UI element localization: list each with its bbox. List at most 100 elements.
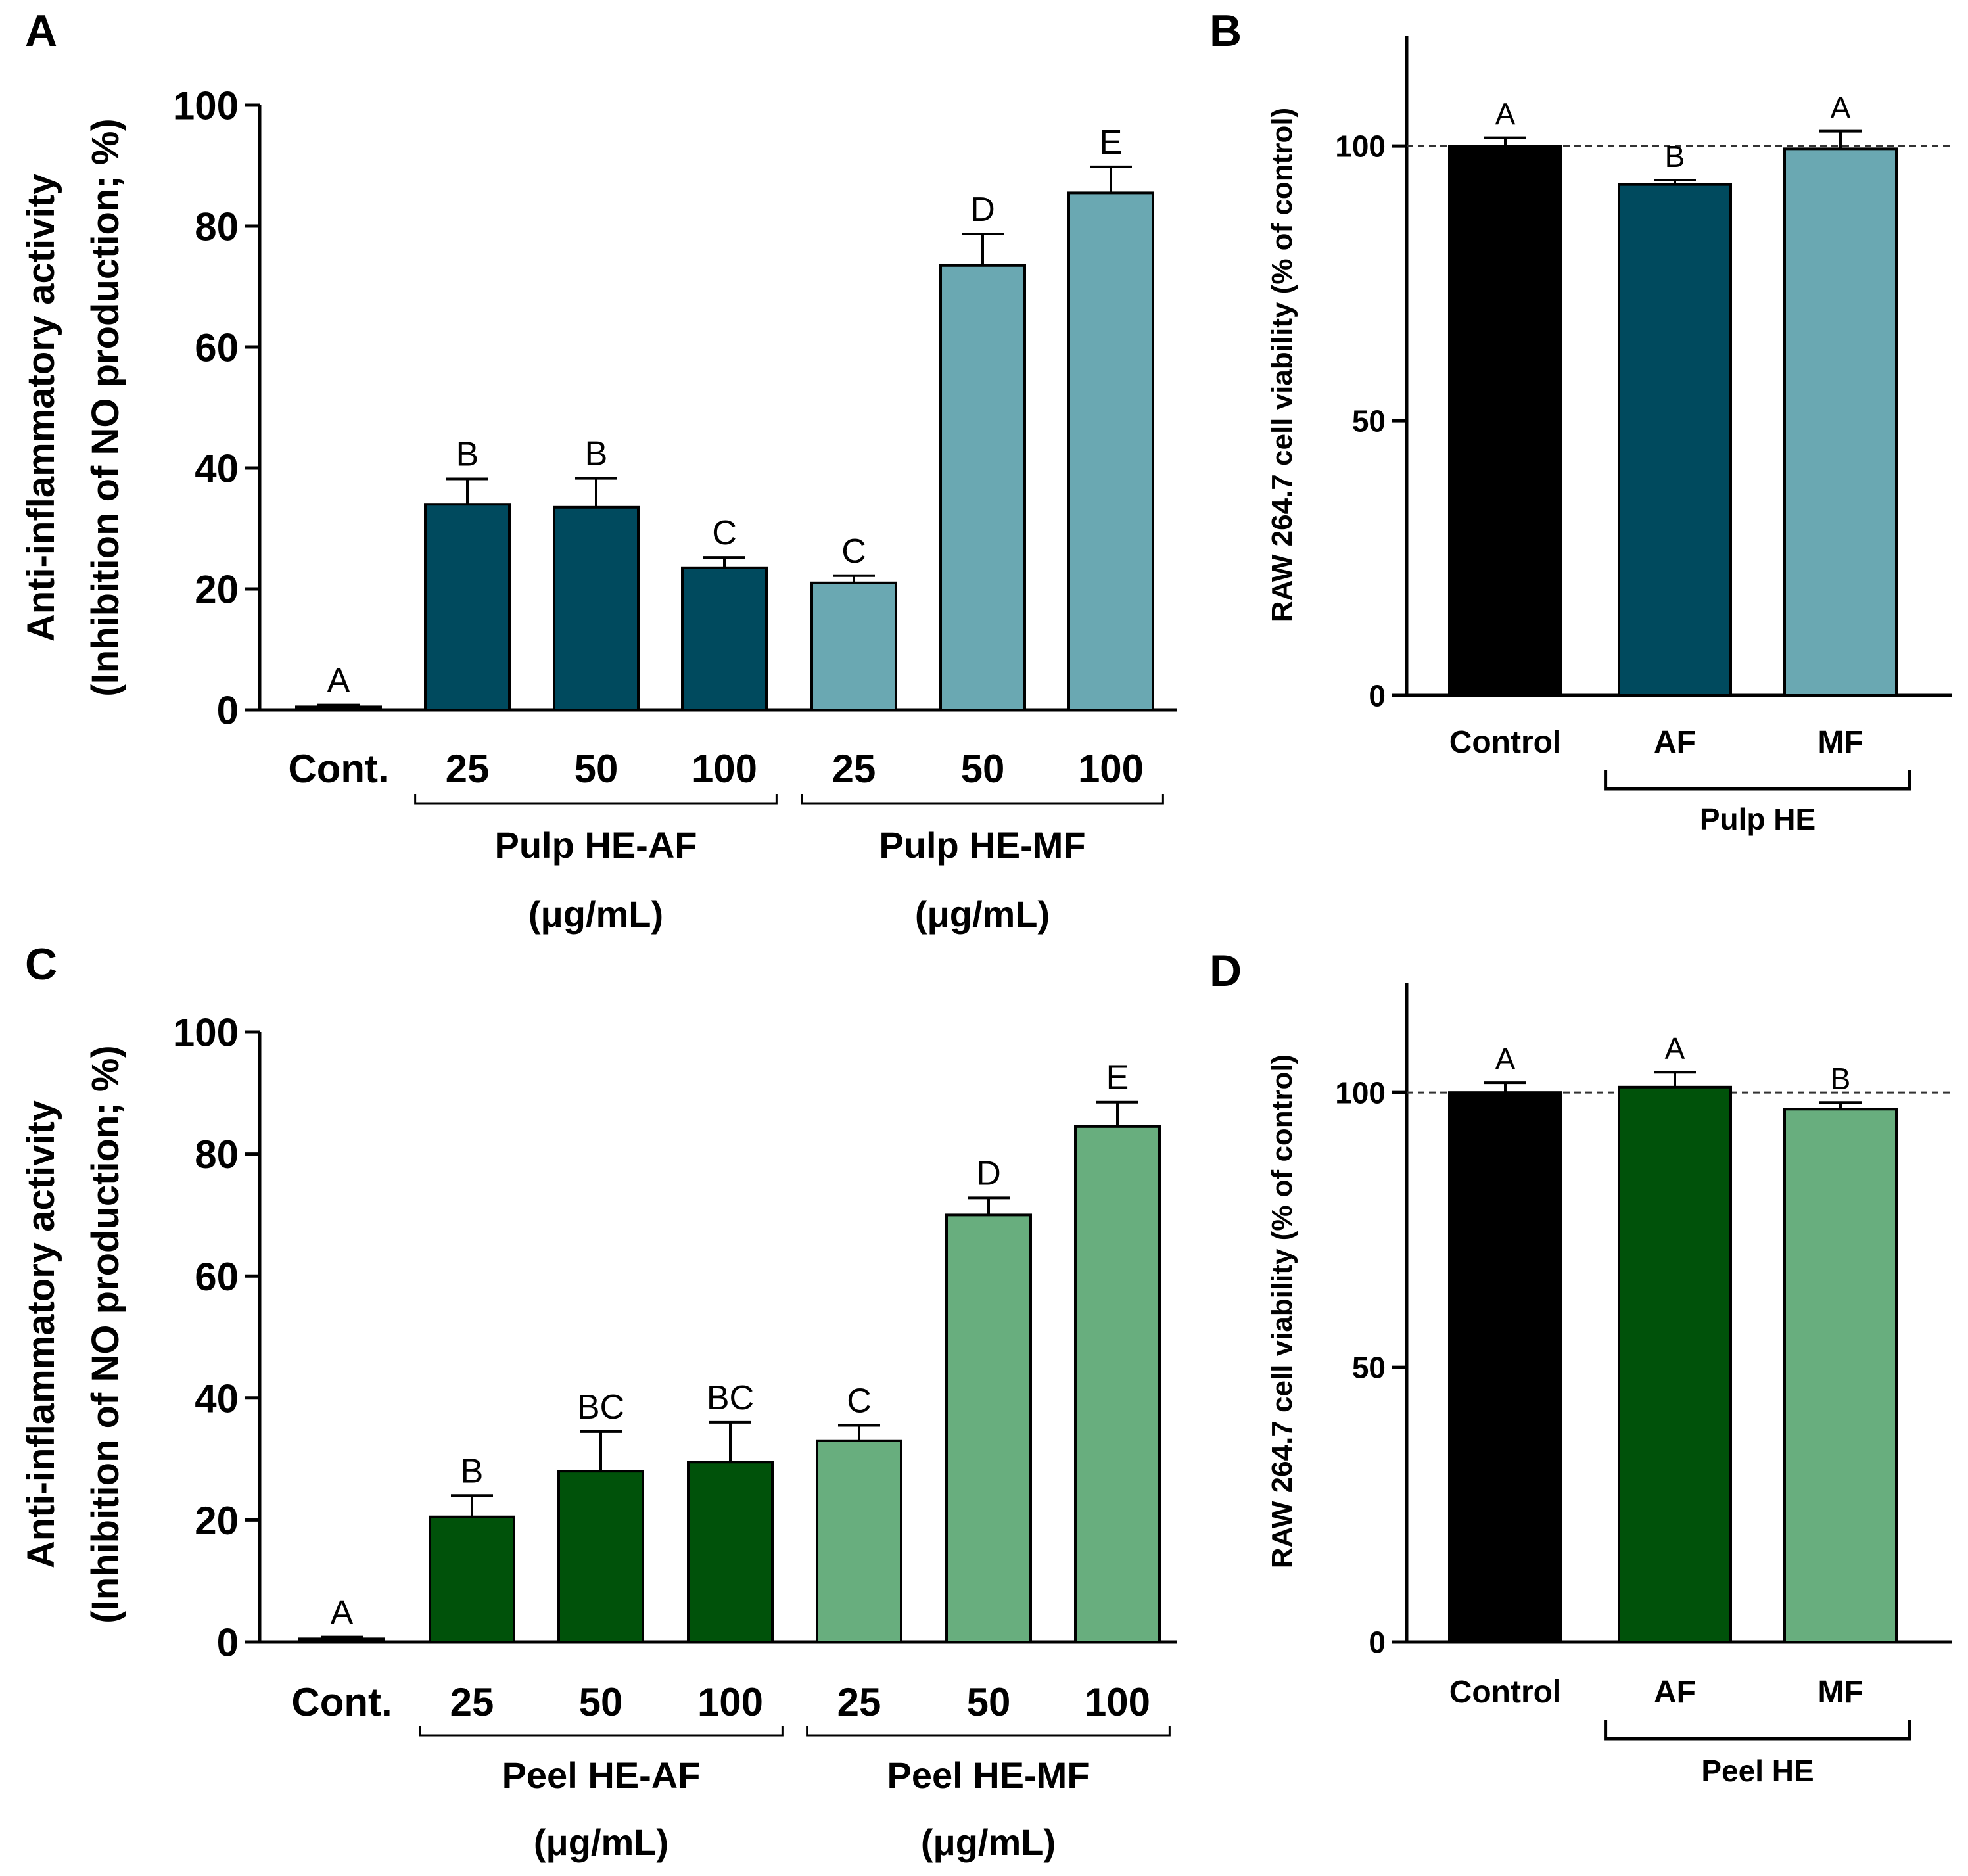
bar-c-0	[298, 1637, 385, 1644]
bar-a-4	[810, 581, 897, 711]
x-tick-label-b-1: AF	[1654, 725, 1696, 760]
group-label-b-0: Pulp HE	[1700, 802, 1816, 836]
bar-a-6	[1067, 191, 1154, 711]
y-tick-label-c: 20	[195, 1499, 239, 1543]
significance-letter-c-0: A	[331, 1594, 354, 1632]
bar-c-1	[429, 1515, 515, 1644]
y-tick-label-b: 0	[1369, 679, 1386, 713]
y-axis-title-b: RAW 264.7 cell viability (% of control)	[1266, 108, 1298, 622]
bar-c-6	[1074, 1125, 1161, 1643]
y-tick-label-c: 80	[195, 1133, 239, 1177]
bar-d-0	[1448, 1091, 1562, 1643]
significance-letter-d-2: B	[1831, 1062, 1851, 1096]
group-unit-c-0: (μg/mL)	[534, 1821, 668, 1863]
x-tick-label-c-4: 25	[837, 1680, 881, 1724]
panel-label-b: B	[1209, 6, 1242, 56]
y-axis-title-line2-c: (Inhibition of NO production; %)	[84, 1045, 127, 1623]
y-tick-label-b: 50	[1352, 404, 1386, 438]
x-tick-label-a-4: 25	[832, 747, 876, 791]
group-bracket-a-0	[414, 794, 778, 805]
bar-a-3	[681, 566, 768, 711]
bar-c-2	[557, 1470, 644, 1643]
significance-letter-c-2: BC	[577, 1388, 624, 1426]
significance-letter-a-4: C	[841, 532, 866, 571]
group-bracket-c-1	[806, 1726, 1171, 1737]
bar-b-1	[1618, 183, 1732, 697]
x-tick-label-d-0: Control	[1449, 1675, 1562, 1710]
y-axis-title-line1-a: Anti-inflammatory activity	[20, 174, 62, 642]
y-axis-title-line1-c: Anti-inflammatory activity	[20, 1100, 62, 1568]
significance-letter-d-0: A	[1495, 1042, 1516, 1076]
bar-b-0	[1448, 145, 1562, 697]
significance-letter-c-5: D	[976, 1154, 1001, 1192]
group-bracket-d-0	[1604, 1720, 1911, 1741]
group-bracket-c-0	[419, 1726, 784, 1737]
group-unit-c-1: (μg/mL)	[921, 1821, 1056, 1863]
significance-letter-c-6: E	[1106, 1059, 1129, 1097]
significance-letter-c-3: BC	[707, 1379, 754, 1417]
x-tick-label-c-0: Cont.	[291, 1680, 392, 1724]
x-tick-label-b-0: Control	[1449, 725, 1562, 760]
significance-letter-a-3: C	[712, 514, 737, 552]
group-bracket-b-0	[1604, 770, 1911, 791]
x-tick-label-c-3: 100	[697, 1680, 763, 1724]
x-tick-label-a-1: 25	[446, 747, 490, 791]
x-tick-label-a-2: 50	[574, 747, 619, 791]
group-label-d-0: Peel HE	[1701, 1754, 1814, 1788]
y-tick-label-c: 0	[217, 1621, 239, 1665]
group-label-a-0: Pulp HE-AF	[495, 824, 697, 866]
significance-letter-c-4: C	[847, 1382, 872, 1420]
bar-a-0	[295, 705, 382, 712]
significance-letter-a-1: B	[456, 436, 479, 474]
group-label-c-0: Peel HE-AF	[502, 1754, 701, 1796]
bar-a-2	[553, 505, 640, 711]
panel-label-a: A	[25, 6, 57, 56]
significance-letter-b-1: B	[1665, 139, 1685, 174]
y-tick-label-b: 100	[1335, 129, 1386, 164]
bar-d-2	[1783, 1108, 1898, 1644]
group-unit-a-1: (μg/mL)	[915, 893, 1050, 935]
y-tick-label-a: 100	[173, 84, 239, 128]
panel-c: C 0 20 40 60 80 100 Anti-inflammatory activity (…	[20, 939, 1177, 1863]
y-tick-label-a: 0	[217, 689, 239, 733]
group-label-c-1: Peel HE-MF	[887, 1754, 1089, 1796]
panel-label-d: D	[1209, 946, 1242, 996]
significance-letter-a-2: B	[585, 435, 608, 473]
y-tick-label-a: 80	[195, 205, 239, 249]
x-tick-label-a-0: Cont.	[288, 747, 388, 791]
x-tick-label-a-3: 100	[691, 747, 757, 791]
x-tick-label-d-1: AF	[1654, 1675, 1696, 1710]
bar-c-3	[687, 1461, 774, 1643]
x-tick-label-c-6: 100	[1085, 1680, 1150, 1724]
significance-letter-c-1: B	[461, 1452, 484, 1490]
group-label-a-1: Pulp HE-MF	[879, 824, 1085, 866]
significance-letter-b-0: A	[1495, 97, 1516, 131]
panel-label-c: C	[25, 939, 57, 989]
x-tick-label-a-5: 50	[961, 747, 1005, 791]
panel-a: A 0 20 40 60 80 100 Anti-inflammatory activity (…	[20, 6, 1177, 935]
y-axis-title-d: RAW 264.7 cell viability (% of control)	[1266, 1054, 1298, 1568]
bar-c-5	[945, 1213, 1032, 1643]
x-tick-label-c-2: 50	[579, 1680, 623, 1724]
panel-d: D 0 50 100 RAW 264.7 cell viability (% of co…	[1209, 946, 1952, 1788]
significance-letter-a-5: D	[970, 191, 995, 229]
bar-a-5	[939, 264, 1026, 711]
y-tick-label-d: 50	[1352, 1351, 1386, 1385]
bar-d-1	[1618, 1085, 1732, 1643]
y-tick-label-c: 60	[195, 1255, 239, 1299]
y-tick-label-a: 40	[195, 447, 239, 491]
significance-letter-a-6: E	[1100, 124, 1123, 162]
y-axis-title-line2-a: (Inhibition of NO production; %)	[84, 118, 127, 696]
y-tick-label-c: 100	[173, 1011, 239, 1055]
bar-a-1	[424, 503, 511, 711]
x-tick-label-d-2: MF	[1817, 1675, 1863, 1710]
significance-letter-d-1: A	[1665, 1031, 1685, 1066]
y-tick-label-a: 20	[195, 568, 239, 612]
x-tick-label-c-5: 50	[967, 1680, 1011, 1724]
group-unit-a-0: (μg/mL)	[528, 893, 663, 935]
significance-letter-a-0: A	[327, 662, 350, 700]
y-tick-label-a: 60	[195, 326, 239, 370]
x-tick-label-a-6: 100	[1078, 747, 1144, 791]
bar-b-2	[1783, 147, 1898, 697]
